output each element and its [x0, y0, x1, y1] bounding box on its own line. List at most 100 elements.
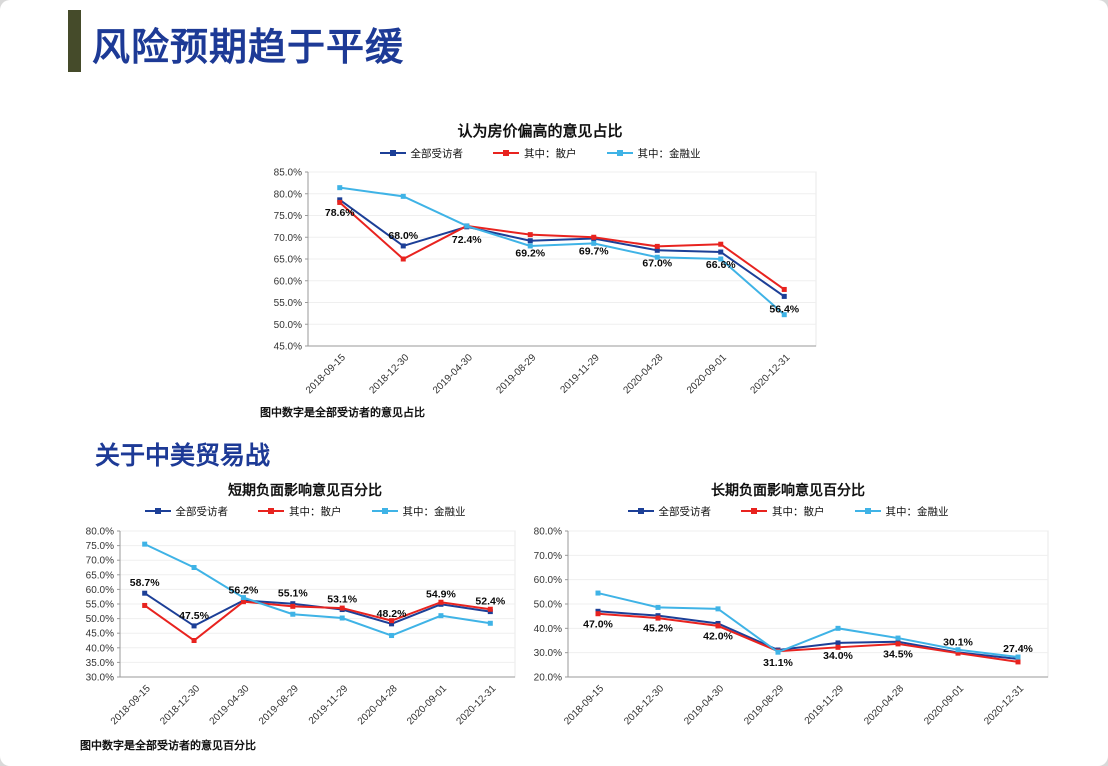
svg-text:68.0%: 68.0%	[388, 230, 418, 242]
legend-item: 其中：散户	[258, 504, 342, 519]
svg-text:2019-08-29: 2019-08-29	[742, 683, 786, 727]
legend-series-marker-icon	[627, 507, 654, 515]
svg-text:34.0%: 34.0%	[823, 650, 853, 662]
svg-text:80.0%: 80.0%	[86, 527, 114, 538]
svg-text:60.0%: 60.0%	[86, 585, 114, 596]
legend-item: 其中：金融业	[371, 504, 466, 519]
svg-text:50.0%: 50.0%	[86, 614, 114, 625]
svg-text:2020-12-31: 2020-12-31	[748, 352, 792, 396]
svg-text:85.0%: 85.0%	[274, 168, 302, 179]
svg-text:53.1%: 53.1%	[327, 594, 357, 606]
svg-text:2019-04-30: 2019-04-30	[208, 683, 252, 727]
chart-title: 长期负面影响意见百分比	[711, 482, 865, 498]
chart-long-term-impact: 长期负面影响意见百分比 全部受访者 其中：散户 其中：金融业 20.0% 30.0% 4…	[518, 480, 1058, 737]
chart-legend: 全部受访者 其中：散户 其中：金融业	[70, 502, 540, 520]
svg-text:2018-09-15: 2018-09-15	[304, 352, 348, 396]
svg-text:40.0%: 40.0%	[534, 624, 562, 635]
legend-series-marker-icon	[606, 149, 633, 157]
chart-legend: 全部受访者 其中：散户 其中：金融业	[250, 144, 830, 162]
svg-text:2020-04-28: 2020-04-28	[356, 683, 400, 727]
title-accent-bar	[68, 10, 81, 72]
svg-text:30.0%: 30.0%	[86, 673, 114, 684]
legend-item: 全部受访者	[379, 146, 464, 161]
legend-label: 其中：散户	[524, 147, 577, 160]
svg-text:2019-08-29: 2019-08-29	[494, 352, 538, 396]
legend-item: 其中：金融业	[606, 146, 701, 161]
legend-series-marker-icon	[854, 507, 881, 515]
svg-text:2020-09-01: 2020-09-01	[922, 683, 966, 727]
svg-text:75.0%: 75.0%	[86, 541, 114, 552]
legend-label: 全部受访者	[175, 505, 229, 518]
legend-label: 其中：散户	[289, 505, 342, 518]
svg-text:70.0%: 70.0%	[274, 233, 302, 244]
svg-text:42.0%: 42.0%	[703, 630, 733, 642]
svg-text:65.0%: 65.0%	[274, 255, 302, 266]
legend-item: 其中：散户	[493, 146, 577, 161]
legend-series-marker-icon	[493, 149, 519, 157]
legend-series-marker-icon	[371, 507, 398, 515]
svg-text:50.0%: 50.0%	[274, 320, 302, 331]
svg-text:30.1%: 30.1%	[943, 636, 973, 648]
svg-text:70.0%: 70.0%	[534, 551, 562, 562]
svg-text:40.0%: 40.0%	[86, 643, 114, 654]
svg-text:2018-12-30: 2018-12-30	[622, 683, 666, 727]
legend-item: 其中：金融业	[854, 504, 949, 519]
svg-text:2019-08-29: 2019-08-29	[257, 683, 301, 727]
svg-text:55.0%: 55.0%	[274, 298, 302, 309]
svg-text:48.2%: 48.2%	[377, 608, 407, 620]
legend-item: 全部受访者	[144, 504, 229, 519]
svg-text:2018-09-15: 2018-09-15	[562, 683, 606, 727]
svg-text:55.1%: 55.1%	[278, 588, 308, 600]
line-chart: 20.0% 30.0% 40.0% 50.0% 60.0% 70.0% 80.0% 2018-…	[534, 527, 1049, 727]
chart-legend: 全部受访者 其中：散户 其中：金融业	[518, 502, 1058, 520]
svg-text:60.0%: 60.0%	[534, 575, 562, 586]
svg-text:2018-09-15: 2018-09-15	[109, 683, 153, 727]
svg-text:2018-12-30: 2018-12-30	[367, 352, 411, 396]
svg-text:2019-04-30: 2019-04-30	[682, 683, 726, 727]
svg-text:20.0%: 20.0%	[534, 673, 562, 684]
svg-text:27.4%: 27.4%	[1003, 643, 1033, 655]
svg-text:45.0%: 45.0%	[274, 342, 302, 353]
svg-text:56.4%: 56.4%	[769, 303, 799, 315]
legend-series-marker-icon	[258, 507, 284, 515]
svg-text:69.7%: 69.7%	[579, 246, 609, 258]
section-heading-trade-war: 关于中美贸易战	[95, 442, 271, 470]
chart-title: 认为房价偏高的意见占比	[457, 123, 623, 140]
svg-text:47.0%: 47.0%	[583, 618, 613, 630]
legend-series-marker-icon	[144, 507, 171, 515]
svg-text:50.0%: 50.0%	[534, 600, 562, 611]
legend-label: 其中：金融业	[402, 505, 466, 518]
line-chart: 30.0% 35.0% 40.0% 45.0% 50.0% 55.0% 60.0% 65.0%…	[86, 527, 516, 727]
svg-text:30.0%: 30.0%	[534, 648, 562, 659]
legend-label: 其中：金融业	[885, 505, 949, 518]
slide-title: 风险预期趋于平缓	[92, 27, 405, 69]
svg-text:75.0%: 75.0%	[274, 211, 302, 222]
svg-text:70.0%: 70.0%	[86, 556, 114, 567]
svg-text:2020-04-28: 2020-04-28	[621, 352, 665, 396]
svg-text:2020-12-31: 2020-12-31	[454, 683, 498, 727]
svg-text:2020-12-31: 2020-12-31	[982, 683, 1026, 727]
svg-text:2019-11-29: 2019-11-29	[307, 683, 351, 727]
svg-text:69.2%: 69.2%	[515, 248, 545, 260]
svg-text:45.0%: 45.0%	[86, 629, 114, 640]
svg-text:2020-09-01: 2020-09-01	[685, 352, 729, 396]
legend-label: 全部受访者	[410, 147, 464, 160]
legend-series-marker-icon	[741, 507, 767, 515]
svg-text:72.4%: 72.4%	[452, 234, 482, 246]
svg-text:58.7%: 58.7%	[130, 577, 160, 589]
svg-text:2019-04-30: 2019-04-30	[431, 352, 475, 396]
svg-text:55.0%: 55.0%	[86, 600, 114, 611]
legend-item: 全部受访者	[627, 504, 712, 519]
svg-text:2018-12-30: 2018-12-30	[158, 683, 202, 727]
svg-text:2019-11-29: 2019-11-29	[558, 352, 602, 396]
legend-label: 全部受访者	[658, 505, 712, 518]
line-chart: 45.0% 50.0% 55.0% 60.0% 65.0% 70.0% 75.0% 80.0%…	[274, 168, 817, 396]
svg-text:34.5%: 34.5%	[883, 649, 913, 661]
svg-text:67.0%: 67.0%	[642, 257, 672, 269]
chart-footnote: 图中数字是全部受访者的意见占比	[260, 407, 425, 419]
svg-text:47.5%: 47.5%	[179, 610, 209, 622]
legend-series-marker-icon	[379, 149, 406, 157]
chart-footnote: 图中数字是全部受访者的意见百分比	[80, 740, 256, 752]
legend-item: 其中：散户	[741, 504, 825, 519]
